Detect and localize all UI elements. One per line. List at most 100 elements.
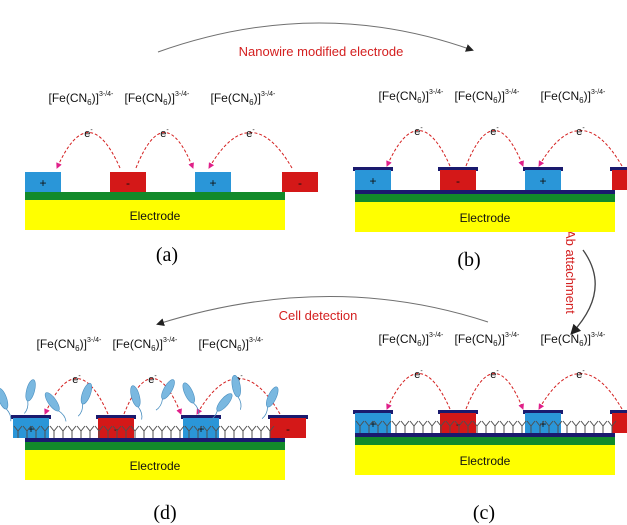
antibody-icon — [364, 420, 374, 433]
cell-icon — [208, 393, 233, 422]
antibody-icon — [436, 420, 446, 433]
right-arrow-label: Ab attachment — [563, 230, 578, 314]
antibody-icon — [85, 425, 95, 438]
redox-species-label: [Fe(CN6)]3-/4- — [199, 337, 265, 353]
redox-species-label: [Fe(CN6)]3-/4- — [125, 91, 191, 107]
nanowire-cap — [523, 410, 563, 414]
electron-transfer-arc — [386, 373, 451, 410]
electrode-base — [25, 450, 285, 480]
antibody-icon — [76, 425, 86, 438]
negative-electrode — [98, 418, 134, 438]
bottom-arrow-label: Cell detection — [279, 308, 358, 323]
negative-electrode — [282, 172, 318, 192]
right-process-arrow: Ab attachment — [563, 230, 596, 335]
cell-icon — [130, 385, 143, 420]
electron-transfer-arc — [538, 130, 623, 167]
antibody-icon — [229, 425, 239, 438]
redox-species-label: [Fe(CN6)]3-/4- — [37, 337, 103, 353]
plus-sign: + — [39, 176, 46, 190]
antibody-icon — [139, 425, 149, 438]
green-substrate-layer — [25, 192, 285, 200]
antibody-icon — [535, 420, 545, 433]
electron-label: e- — [414, 125, 423, 138]
electron-label: e- — [490, 368, 499, 381]
electrode-base — [355, 202, 615, 232]
electron-label: e- — [160, 127, 169, 140]
green-substrate-layer — [25, 442, 285, 450]
positive-electrode — [355, 170, 391, 190]
cell-icon — [44, 392, 67, 422]
electron-label: e- — [246, 127, 255, 140]
antibody-icon — [373, 420, 383, 433]
electron-transfer-arc — [56, 132, 121, 169]
negative-electrode — [612, 170, 627, 190]
cell-icon — [0, 387, 12, 422]
cell-icon — [77, 382, 93, 417]
green-substrate-layer — [355, 194, 615, 202]
antibody-icon — [499, 420, 509, 433]
antibody-icon — [49, 425, 59, 438]
panel-d: Electrode+ - + -e-[Fe(CN6)]3-/4-e-[Fe(CN6)]… — [0, 337, 308, 480]
nanowire-cap — [438, 410, 478, 414]
electron-label: e- — [490, 125, 499, 138]
caption-b: (b) — [457, 249, 480, 271]
nanowire-cap — [610, 167, 627, 171]
electron-label: e- — [148, 373, 157, 386]
electron-transfer-arc — [44, 378, 109, 415]
redox-species-label: [Fe(CN6)]3-/4- — [541, 332, 607, 348]
antibody-icon — [463, 420, 473, 433]
electron-transfer-arc — [123, 378, 182, 415]
cell-icon — [155, 379, 175, 411]
cell-icon — [24, 379, 36, 414]
positive-electrode — [525, 170, 561, 190]
top-process-arrow: Nanowire modified electrode — [157, 22, 474, 59]
antibody-icon — [454, 420, 464, 433]
electron-transfer-arc — [465, 130, 524, 167]
antibody-icon — [508, 420, 518, 433]
antibody-icon — [481, 420, 491, 433]
antibody-icon — [355, 420, 365, 433]
plus-sign: + — [209, 176, 216, 190]
negative-electrode — [612, 413, 627, 433]
nanowire-layer — [25, 438, 285, 442]
redox-species-label: [Fe(CN6)]3-/4- — [113, 337, 179, 353]
antibody-icon — [58, 425, 68, 438]
antibody-icon — [94, 425, 104, 438]
plus-sign: + — [369, 417, 376, 431]
antibody-icon — [238, 425, 248, 438]
redox-species-label: [Fe(CN6)]3-/4- — [541, 89, 607, 105]
antibody-icon — [472, 420, 482, 433]
nanowire-layer — [355, 433, 615, 437]
panel-b: Electrode+-+-e-[Fe(CN6)]3-/4-e-[Fe(CN6)]… — [353, 89, 627, 232]
nanowire-cap — [353, 167, 393, 171]
antibody-icon — [166, 425, 176, 438]
antibody-icon — [112, 425, 122, 438]
antibody-icon — [598, 420, 608, 433]
nanowire-layer — [355, 190, 615, 194]
nanowire-cap — [353, 410, 393, 414]
antibody-icon — [202, 425, 212, 438]
antibody-icon — [157, 425, 167, 438]
negative-electrode — [110, 172, 146, 192]
positive-electrode — [195, 172, 231, 192]
electron-label: e- — [576, 368, 585, 381]
positive-electrode — [355, 413, 391, 433]
redox-species-label: [Fe(CN6)]3-/4- — [455, 332, 521, 348]
antibody-icon — [22, 425, 32, 438]
electrode-label: Electrode — [130, 209, 181, 223]
antibody-icon — [31, 425, 41, 438]
negative-electrode — [440, 413, 476, 433]
antibody-icon — [175, 425, 185, 438]
panel-a: Electrode + - + - e- [Fe(CN6)]3-/4- e- [Fe(CN6)]… — [25, 91, 318, 230]
antibody-icon — [553, 420, 563, 433]
negative-electrode — [270, 418, 306, 438]
minus-sign: - — [126, 176, 130, 190]
electrode-label: Electrode — [130, 459, 181, 473]
electrode-base — [25, 200, 285, 230]
antibody-icon — [130, 425, 140, 438]
antibody-icon — [247, 425, 257, 438]
nanowire-cap — [523, 167, 563, 171]
electron-label: e- — [84, 127, 93, 140]
caption-c: (c) — [473, 502, 495, 524]
antibody-icon — [40, 425, 50, 438]
